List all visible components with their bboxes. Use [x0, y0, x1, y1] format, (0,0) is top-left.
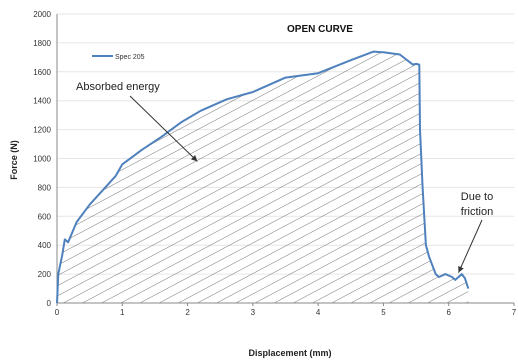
absorbed-energy-label-bg [72, 76, 178, 94]
x-tick-label: 1 [120, 308, 125, 317]
absorbed-energy-arrow [129, 95, 198, 162]
x-tick-label: 3 [251, 308, 256, 317]
y-tick-label: 0 [47, 299, 52, 308]
friction-arrowhead [458, 265, 464, 273]
y-tick-label: 1000 [33, 155, 51, 164]
y-tick-label: 1600 [33, 68, 51, 77]
y-tick-label: 400 [38, 241, 52, 250]
legend-label-spec-205: Spec 205 [115, 54, 145, 61]
y-tick-label: 800 [38, 183, 52, 192]
y-tick-label: 1200 [33, 126, 51, 135]
friction-arrow [458, 219, 483, 273]
due-to-label: Due to [461, 191, 493, 203]
y-tick-label: 600 [38, 212, 52, 221]
friction-label: friction [461, 206, 493, 218]
y-tick-label: 200 [38, 270, 52, 279]
x-tick-label: 2 [185, 308, 190, 317]
y-tick-label: 1400 [33, 97, 51, 106]
x-tick-label: 0 [55, 308, 60, 317]
absorbed-energy-arrowhead [190, 155, 198, 162]
x-axis-title: Displacement (mm) [248, 348, 331, 358]
x-tick-label: 7 [512, 308, 517, 317]
y-axis-title: Force (N) [9, 140, 19, 180]
x-tick-label: 6 [446, 308, 451, 317]
absorbed-energy-area [57, 51, 469, 303]
x-tick-label: 5 [381, 308, 386, 317]
absorbed-energy-label: Absorbed energy [76, 81, 160, 93]
series-line-spec-205 [56, 50, 470, 304]
y-tick-label: 1800 [33, 39, 51, 48]
tick-labels: 0 200 400 600 800 1000 1200 1400 1600 1800 2000 0 1 2… [33, 10, 517, 317]
series-layer [56, 50, 470, 304]
legend: Spec 205 [92, 54, 145, 61]
chart-title: OPEN CURVE [287, 24, 353, 35]
x-tick-label: 4 [316, 308, 321, 317]
axes [56, 14, 514, 304]
y-tick-label: 2000 [33, 10, 51, 19]
annotations: Absorbed energy Due to friction [72, 76, 493, 273]
absorbed-energy-hatch-area [57, 51, 469, 303]
